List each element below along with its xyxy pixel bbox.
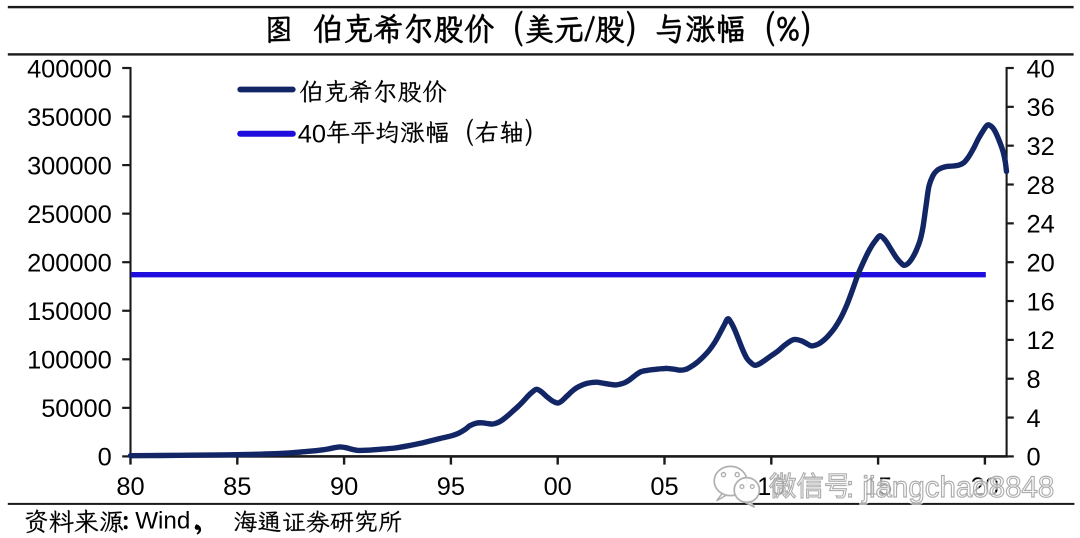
svg-text:85: 85 — [223, 473, 251, 501]
svg-text:: jiangchao8848: : jiangchao8848 — [846, 471, 1054, 504]
svg-text:40: 40 — [1027, 55, 1055, 83]
svg-text:Wind: Wind — [135, 507, 190, 534]
svg-text:50000: 50000 — [41, 395, 112, 423]
svg-text:28: 28 — [1027, 172, 1055, 200]
svg-text:4: 4 — [1027, 405, 1041, 433]
svg-text:0: 0 — [98, 444, 112, 472]
svg-text:350000: 350000 — [27, 104, 112, 132]
svg-text:300000: 300000 — [27, 152, 112, 180]
svg-text:200000: 200000 — [27, 250, 112, 278]
svg-text:0: 0 — [1027, 444, 1041, 472]
svg-text:24: 24 — [1027, 211, 1055, 239]
svg-text:250000: 250000 — [27, 201, 112, 229]
svg-text:05: 05 — [650, 473, 678, 501]
svg-text:32: 32 — [1027, 133, 1055, 161]
svg-text:15: 15 — [864, 473, 892, 501]
svg-text:400000: 400000 — [27, 55, 112, 83]
svg-text:36: 36 — [1027, 94, 1055, 122]
svg-text:150000: 150000 — [27, 298, 112, 326]
svg-text:90: 90 — [330, 473, 358, 501]
svg-text:40: 40 — [298, 120, 326, 148]
svg-text:8: 8 — [1027, 366, 1041, 394]
svg-text:100000: 100000 — [27, 347, 112, 375]
svg-text:12: 12 — [1027, 327, 1055, 355]
svg-text:00: 00 — [544, 473, 572, 501]
svg-text:95: 95 — [437, 473, 465, 501]
svg-text:16: 16 — [1027, 288, 1055, 316]
svg-text:80: 80 — [116, 473, 144, 501]
svg-text:: jiangchao8848: : jiangchao8848 — [846, 471, 1054, 504]
svg-text:20: 20 — [1027, 250, 1055, 278]
svg-text:20: 20 — [971, 473, 999, 501]
